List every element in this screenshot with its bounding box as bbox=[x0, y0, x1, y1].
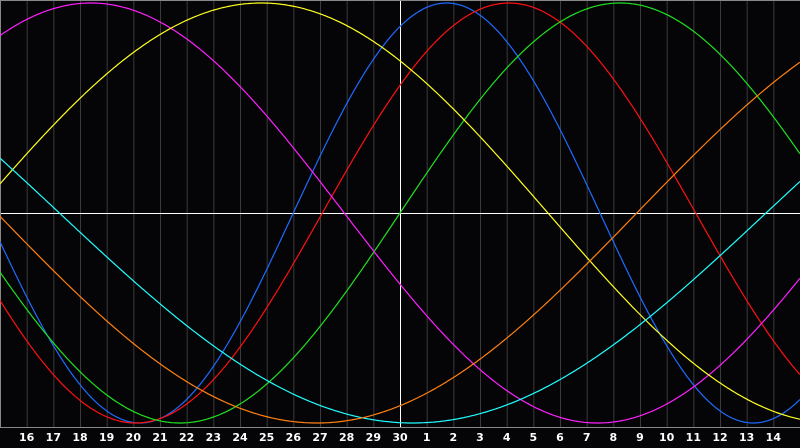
x-tick-label: 27 bbox=[312, 431, 328, 444]
x-tick-label: 29 bbox=[365, 431, 381, 444]
x-tick-label: 12 bbox=[712, 431, 728, 444]
x-tick-label: 24 bbox=[232, 431, 248, 444]
x-tick-label: 19 bbox=[99, 431, 115, 444]
x-tick-label: 25 bbox=[259, 431, 275, 444]
x-tick-label: 22 bbox=[179, 431, 195, 444]
series-line-5 bbox=[0, 2, 800, 420]
x-tick-label: 2 bbox=[449, 431, 458, 444]
x-tick-label: 21 bbox=[152, 431, 168, 444]
series-line-7 bbox=[0, 61, 800, 424]
x-tick-label: 20 bbox=[125, 431, 141, 444]
x-tick-label: 28 bbox=[339, 431, 355, 444]
x-tick-label: 18 bbox=[72, 431, 88, 444]
x-tick-label: 16 bbox=[19, 431, 35, 444]
x-tick-label: 26 bbox=[285, 431, 301, 444]
x-tick-label: 10 bbox=[659, 431, 675, 444]
series-line-2 bbox=[0, 2, 800, 424]
x-tick-label: 4 bbox=[502, 431, 511, 444]
series-line-4 bbox=[0, 2, 800, 424]
x-tick-label: 23 bbox=[205, 431, 221, 444]
series-line-6 bbox=[0, 157, 800, 424]
x-tick-label: 30 bbox=[392, 431, 408, 444]
x-tick-label: 11 bbox=[685, 431, 701, 444]
series-line-3 bbox=[0, 2, 800, 424]
x-tick-label: 8 bbox=[609, 431, 618, 444]
x-tick-label: 14 bbox=[765, 431, 781, 444]
x-tick-label: 17 bbox=[45, 431, 61, 444]
x-tick-label: 1 bbox=[422, 431, 431, 444]
x-tick-label: 9 bbox=[636, 431, 644, 444]
x-tick-label: 7 bbox=[582, 431, 591, 444]
x-tick-label: 5 bbox=[529, 431, 538, 444]
x-tick-label: 6 bbox=[556, 431, 564, 444]
x-tick-label: 13 bbox=[739, 431, 755, 444]
x-tick-label: 3 bbox=[476, 431, 484, 444]
